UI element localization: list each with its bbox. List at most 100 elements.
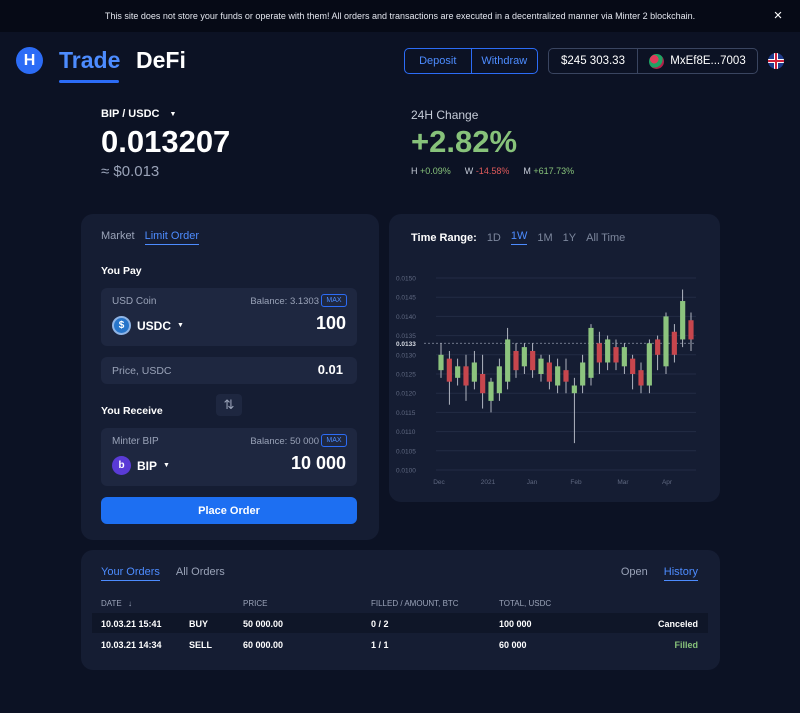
table-row[interactable]: 10.03.21 14:34 SELL 60 000.00 1 / 1 60 0… bbox=[92, 634, 708, 654]
candle-up bbox=[521, 347, 527, 367]
row-date: 10.03.21 14:34 bbox=[101, 640, 162, 650]
x-tick-label: Dec bbox=[433, 479, 445, 486]
tab-open[interactable]: Open bbox=[620, 566, 648, 578]
price-label: Price, USDC bbox=[112, 365, 172, 377]
tab-your-orders[interactable]: Your Orders bbox=[101, 566, 160, 581]
receive-amount-input[interactable] bbox=[206, 453, 346, 474]
pay-field: USD Coin Balance: 3.1303 MAX $ USDC ▼ bbox=[101, 288, 357, 346]
candle-down bbox=[613, 347, 619, 363]
deposit-button[interactable]: Deposit bbox=[419, 55, 457, 67]
swap-icon[interactable]: ⇅ bbox=[216, 394, 242, 416]
row-side: BUY bbox=[189, 619, 209, 629]
you-pay-label: You Pay bbox=[101, 265, 142, 277]
candle-down bbox=[596, 343, 602, 363]
top-banner: This site does not store your funds or o… bbox=[0, 0, 800, 32]
y-tick-label: 0.0135 bbox=[396, 333, 416, 340]
pair-selector[interactable]: BIP / USDC ▼ bbox=[101, 108, 176, 120]
close-icon[interactable]: × bbox=[773, 7, 783, 24]
x-tick-label: Apr bbox=[662, 479, 673, 486]
tab-trade[interactable]: Trade bbox=[59, 47, 121, 73]
candle-up bbox=[555, 366, 561, 386]
range-1d[interactable]: 1D bbox=[486, 231, 501, 244]
change-24h: +2.82% bbox=[411, 124, 518, 159]
candle-down bbox=[630, 358, 636, 374]
tab-market[interactable]: Market bbox=[101, 230, 135, 242]
place-order-button[interactable]: Place Order bbox=[101, 497, 357, 524]
order-status-tabs: Open History bbox=[621, 566, 698, 581]
candle-down bbox=[463, 366, 469, 386]
receive-token: BIP bbox=[137, 458, 158, 473]
time-range-label: Time Range: bbox=[411, 231, 477, 244]
time-range-selector: Time Range: 1D 1W 1M 1Y All Time bbox=[411, 230, 625, 245]
table-row[interactable]: 10.03.21 15:41 BUY 50 000.00 0 / 2 100 0… bbox=[92, 613, 708, 633]
wallet-address-button[interactable]: MxEf8E...7003 bbox=[638, 49, 757, 73]
range-1y[interactable]: 1Y bbox=[562, 231, 577, 244]
candle-up bbox=[505, 339, 511, 382]
column-filled: FILLED / AMOUNT, BTC bbox=[371, 599, 459, 608]
tab-limit-order[interactable]: Limit Order bbox=[144, 230, 200, 245]
receive-coin-name: Minter BIP bbox=[112, 436, 159, 447]
bip-icon: b bbox=[112, 456, 131, 475]
candle-down bbox=[546, 362, 552, 382]
h-change: +0.09% bbox=[420, 166, 451, 176]
pay-token-selector[interactable]: $ USDC ▼ bbox=[112, 316, 184, 335]
tab-history[interactable]: History bbox=[663, 566, 698, 581]
candle-up bbox=[680, 301, 686, 340]
chevron-down-icon: ▼ bbox=[169, 110, 177, 118]
h-label: H bbox=[411, 166, 418, 176]
candle-up bbox=[580, 362, 586, 386]
price-input[interactable] bbox=[243, 362, 343, 377]
m-label: M bbox=[523, 166, 531, 176]
column-price: PRICE bbox=[243, 599, 268, 608]
y-tick-label: 0.0115 bbox=[396, 410, 416, 417]
price-field: Price, USDC bbox=[101, 357, 357, 384]
candle-up bbox=[496, 366, 502, 394]
column-date[interactable]: DATE ↓ bbox=[101, 599, 132, 608]
chevron-down-icon: ▼ bbox=[163, 462, 170, 469]
w-label: W bbox=[464, 166, 474, 176]
row-filled: 0 / 2 bbox=[371, 619, 389, 629]
withdraw-button[interactable]: Withdraw bbox=[481, 55, 528, 67]
divider bbox=[470, 49, 472, 73]
tab-defi[interactable]: DeFi bbox=[136, 47, 186, 73]
row-total: 100 000 bbox=[499, 619, 532, 629]
candle-down bbox=[655, 339, 661, 355]
logo-icon[interactable]: H bbox=[16, 47, 43, 74]
pay-max-button[interactable]: MAX bbox=[321, 294, 347, 307]
receive-max-button[interactable]: MAX bbox=[321, 434, 347, 447]
x-tick-label: Feb bbox=[570, 479, 582, 486]
current-price: 0.013207 bbox=[101, 124, 231, 159]
uk-flag-icon[interactable] bbox=[768, 53, 784, 69]
deposit-withdraw-group: Deposit Withdraw bbox=[404, 48, 538, 74]
candle-up bbox=[621, 347, 627, 367]
candle-up bbox=[663, 316, 669, 367]
chevron-down-icon: ▼ bbox=[177, 322, 184, 329]
x-tick-label: Jan bbox=[527, 479, 538, 486]
candle-up bbox=[471, 362, 477, 382]
range-1m[interactable]: 1M bbox=[537, 231, 553, 244]
range-all-time[interactable]: All Time bbox=[586, 231, 626, 244]
range-1w[interactable]: 1W bbox=[510, 230, 528, 245]
candle-up bbox=[605, 339, 611, 363]
receive-token-selector[interactable]: b BIP ▼ bbox=[112, 456, 170, 475]
price-chart[interactable]: 0.0100 0.0105 0.0110 0.0115 0.0120 0.0125 0.01… bbox=[391, 262, 711, 494]
status-badge: Filled bbox=[674, 640, 698, 650]
orders-tabs: Your Orders All Orders bbox=[101, 566, 225, 581]
tab-trade-underline bbox=[59, 80, 119, 83]
pay-token: USDC bbox=[137, 318, 172, 333]
row-price: 60 000.00 bbox=[243, 640, 284, 650]
candle-down bbox=[671, 331, 677, 355]
candle-up bbox=[488, 381, 494, 401]
candle-down bbox=[563, 370, 569, 382]
tab-all-orders[interactable]: All Orders bbox=[175, 566, 225, 578]
wallet-balance[interactable]: $245 303.33 bbox=[549, 49, 638, 73]
order-type-tabs: Market Limit Order bbox=[101, 230, 200, 245]
pay-amount-input[interactable] bbox=[206, 313, 346, 334]
y-tick-label: 0.0100 bbox=[396, 468, 416, 475]
candle-up bbox=[538, 358, 544, 374]
price-usd: ≈ $0.013 bbox=[101, 163, 160, 180]
pay-coin-name: USD Coin bbox=[112, 296, 157, 307]
candle-up bbox=[571, 385, 577, 394]
candle-down bbox=[446, 358, 452, 382]
y-tick-label: 0.0120 bbox=[396, 391, 416, 398]
